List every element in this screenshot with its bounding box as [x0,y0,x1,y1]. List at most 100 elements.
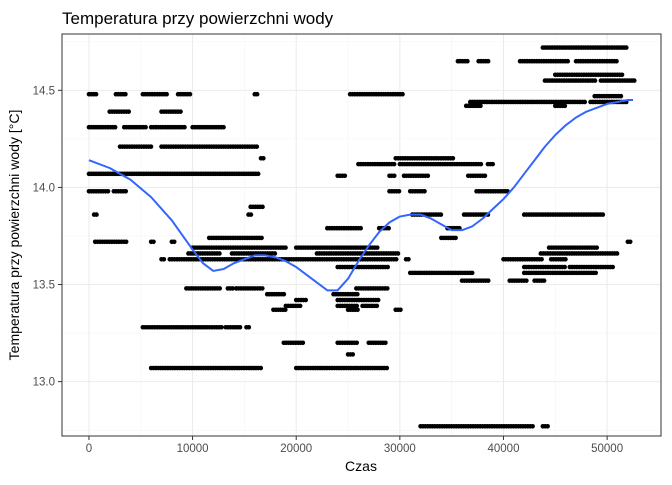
data-point [386,225,391,231]
data-point [450,155,456,161]
data-point [354,303,360,309]
data-point [350,352,356,357]
data-point [406,256,411,262]
data-point [400,91,405,97]
data-point [255,171,261,177]
data-point [539,256,544,262]
data-point [123,239,129,245]
data-point [248,212,254,217]
data-point [490,161,496,167]
y-tick-label: 14.0 [33,182,55,194]
data-point [297,303,303,309]
data-point [395,251,401,256]
data-point [485,278,491,283]
data-point [219,324,224,330]
data-point [281,291,287,297]
data-point [545,423,550,429]
panel-border [61,33,662,437]
y-axis: 13.0 13.5 14.0 14.5 [33,85,62,389]
data-point [563,256,568,262]
data-point [374,245,380,250]
data-point [391,161,397,167]
data-point [374,303,380,309]
data-point [354,340,360,346]
y-tick-label: 14.5 [33,85,55,97]
data-point [221,124,226,130]
data-point [358,225,363,231]
data-point [565,58,571,64]
data-point [465,58,470,64]
smooth-trend-line [88,99,634,292]
data-point [614,58,619,64]
data-point [482,173,488,179]
chart-title: Temperatura przy powierzchni wody [62,9,334,28]
data-point [260,204,265,210]
data-point [524,278,529,283]
data-point [237,324,243,330]
data-point [143,124,148,130]
x-tick-label: 20000 [280,443,312,455]
data-point [123,91,128,97]
data-point [105,189,111,194]
data-point [283,245,288,250]
data-point [614,251,620,256]
data-point [618,93,624,99]
x-tick-label: 10000 [177,443,209,455]
data-point [283,307,288,313]
data-point [594,245,600,250]
data-point [425,173,431,179]
data-point [384,365,390,371]
data-point [375,297,381,303]
smooth-curve-layer [88,99,634,292]
data-point [438,212,444,217]
data-point [592,78,598,83]
data-point [355,307,360,313]
x-tick-label: 30000 [384,443,416,455]
data-point [623,45,629,50]
data-point [258,365,264,371]
data-point [478,103,483,109]
data-point [259,235,264,241]
data-point [582,99,588,105]
data-point [148,144,154,149]
x-axis: 0 10000 20000 30000 40000 50000 [86,436,623,455]
data-point [562,264,568,270]
x-tick-label: 0 [86,443,92,455]
data-point [246,324,252,330]
data-point [398,307,403,313]
data-point [217,251,222,256]
data-point [254,91,260,97]
data-point [478,161,484,167]
data-point [385,286,390,291]
data-point [627,239,633,245]
y-axis-title: Temperatura przy powierzchni wody [°C] [6,110,22,361]
data-point [383,340,388,346]
x-tick-label: 40000 [487,443,519,455]
data-point [610,264,616,270]
data-point [272,251,278,256]
data-point [300,340,306,346]
data-point [422,189,427,194]
data-point [391,173,397,179]
data-point [600,212,606,217]
data-point [342,173,348,179]
grid-lines [62,34,661,436]
data-point [178,109,183,114]
data-point [485,58,491,64]
data-point [260,286,265,291]
data-point [94,212,99,217]
data-point [123,189,129,194]
data-point [230,286,235,291]
data-point [541,278,547,283]
x-tick-label: 50000 [591,443,623,455]
data-point [217,286,223,291]
data-point [112,124,118,130]
data-point [619,72,625,78]
data-point [151,239,156,245]
data-points [86,45,637,429]
data-point [187,91,193,97]
x-axis-title: Czas [345,458,377,474]
data-point [182,124,187,130]
